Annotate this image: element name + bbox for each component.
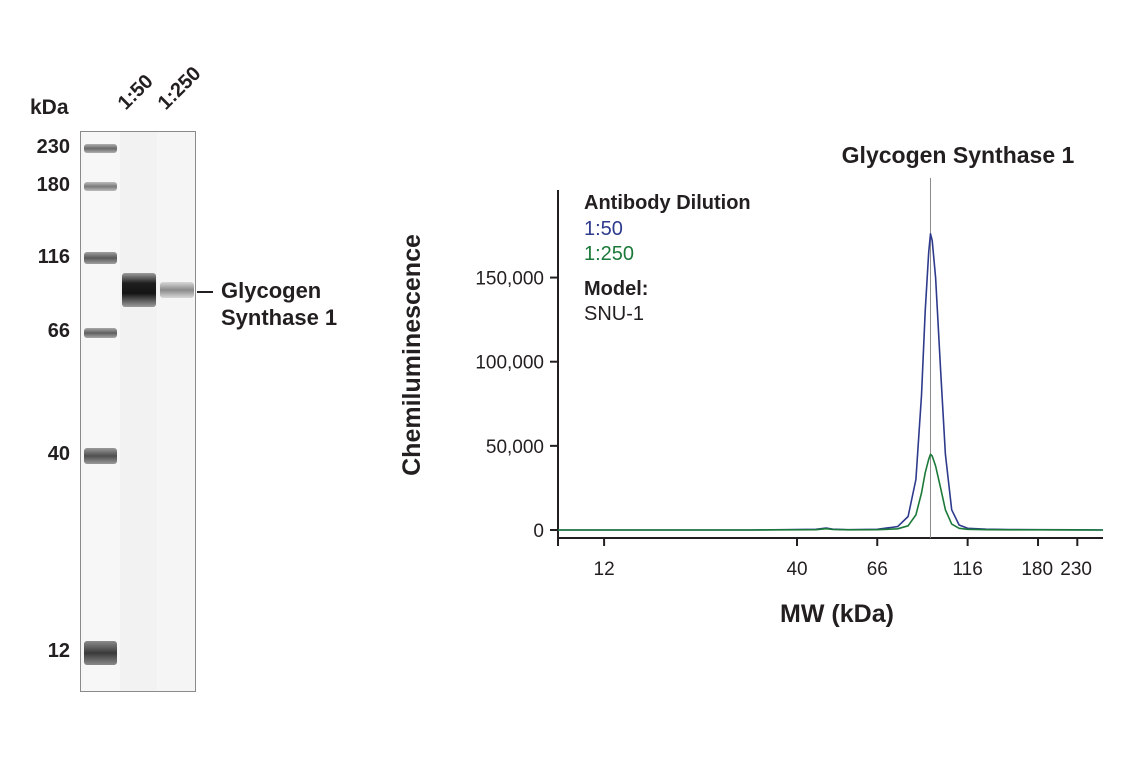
lane-2 bbox=[158, 132, 195, 691]
x-tick-label: 12 bbox=[594, 559, 615, 580]
x-tick-label: 180 bbox=[1021, 559, 1053, 580]
blot-image bbox=[80, 131, 196, 692]
target-callout-line bbox=[197, 291, 213, 293]
target-callout-label: Glycogen Synthase 1 bbox=[221, 277, 337, 331]
ladder-band-40 bbox=[84, 448, 117, 464]
target-callout-line2: Synthase 1 bbox=[221, 305, 338, 330]
series-line-2 bbox=[558, 453, 1104, 531]
ladder-band-180 bbox=[84, 182, 117, 191]
lane-1-band bbox=[122, 273, 156, 307]
axes: 0 50,000 100,000 150,000 12 40 66 116 180 230 bbox=[475, 190, 1103, 580]
legend-item-series-1: 1:50 bbox=[584, 218, 623, 240]
x-axis-title: MW (kDa) bbox=[780, 600, 894, 628]
x-tick-label: 40 bbox=[786, 559, 807, 580]
legend: Antibody Dilution 1:50 1:250 Model: SNU-… bbox=[584, 192, 751, 325]
marker-label-66: 66 bbox=[47, 320, 70, 342]
marker-label-230: 230 bbox=[36, 136, 70, 158]
marker-label-40: 40 bbox=[47, 443, 70, 465]
y-tick-label: 50,000 bbox=[486, 437, 544, 458]
lane-2-band bbox=[160, 282, 194, 298]
x-tick-label: 116 bbox=[952, 559, 982, 580]
plot-area bbox=[558, 178, 1104, 538]
legend-item-series-2: 1:250 bbox=[584, 243, 634, 265]
ladder-band-12 bbox=[84, 641, 117, 665]
y-tick-label: 150,000 bbox=[475, 269, 544, 290]
ladder-lane bbox=[84, 132, 120, 691]
ladder-band-66 bbox=[84, 328, 117, 338]
x-tick-label: 230 bbox=[1060, 559, 1092, 580]
lane-1 bbox=[120, 132, 157, 691]
x-tick-label: 66 bbox=[867, 559, 888, 580]
ladder-band-230 bbox=[84, 144, 117, 153]
y-tick-label: 0 bbox=[533, 521, 544, 542]
marker-label-12: 12 bbox=[47, 640, 70, 662]
legend-model-title: Model: bbox=[584, 278, 648, 300]
ladder-band-116 bbox=[84, 252, 117, 264]
y-tick-label: 100,000 bbox=[475, 353, 544, 374]
legend-title: Antibody Dilution bbox=[584, 192, 751, 214]
target-callout-line1: Glycogen bbox=[221, 278, 322, 303]
marker-label-180: 180 bbox=[36, 174, 70, 196]
kda-unit-label: kDa bbox=[30, 96, 69, 119]
legend-model-value: SNU-1 bbox=[584, 303, 644, 325]
y-axis-title: Chemiluminescence bbox=[398, 234, 426, 476]
chart-title: Glycogen Synthase 1 bbox=[842, 142, 1075, 168]
marker-label-116: 116 bbox=[37, 246, 70, 268]
